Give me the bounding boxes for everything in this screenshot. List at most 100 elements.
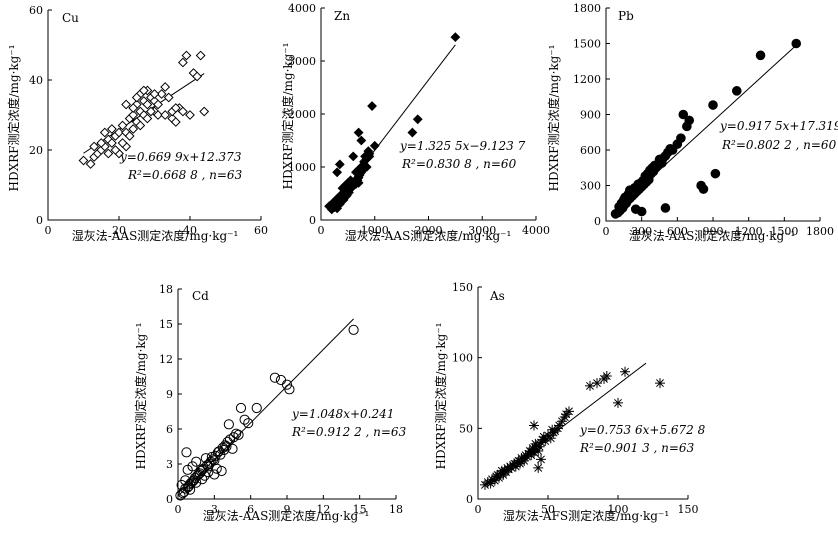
data-point [536,437,546,448]
data-point [117,138,128,148]
data-point [85,159,96,169]
x-tick-label: 0 [175,503,182,516]
data-point [510,461,521,472]
data-point [487,474,497,485]
data-point [348,151,359,162]
x-tick-label: 9 [284,503,291,516]
data-point [505,461,516,472]
data-point [698,184,709,194]
panel-label: Zn [334,9,350,23]
data-point [538,431,549,442]
panel-as: 0 50 100 150 0 50 100 150 As 湿灰法-AFS测定浓度/mg·kg⁻¹ H… [433,281,706,523]
y-tick-label: 50 [459,422,473,435]
data-point [412,114,423,125]
data-point [128,103,139,113]
x-tick-label: 900 [703,225,724,238]
data-point [540,436,551,447]
y-tick-label: 0 [166,493,173,506]
y-tick-label: 900 [580,109,601,122]
panel-pb: 0 300 600 900 1200 1500 1800 0 300 600 900 1200 1500… [546,2,838,243]
data-point [128,110,139,120]
y-tick-label: 1000 [288,161,316,174]
x-tick-label: 4000 [522,224,550,237]
regression-equation: y=0.753 6x+5.672 8 [579,423,706,437]
panel-cu: 0 20 40 60 0 20 40 60 Cu 湿灰法-AAS测定浓度/mg·kg⁻¹ HDXRF… [6,4,268,243]
x-tick-label: 100 [608,503,629,516]
data-point [502,462,513,473]
regression-equation: y=0.669 9x+12.373 [119,150,242,164]
data-point [509,458,520,469]
y-axis-label: HDXRF测定浓度/mg·kg⁻¹ [6,44,21,191]
data-point [369,140,380,151]
data-point [545,433,556,444]
data-point [353,177,364,188]
data-point [635,178,646,188]
panel-label: As [489,289,505,303]
data-point [710,168,721,179]
data-point [529,420,539,431]
x-axis-label: 湿灰法-AFS测定浓度/mg·kg⁻¹ [503,508,669,523]
data-point [142,99,153,110]
data-point [515,458,525,469]
data-point [281,379,293,390]
data-point [407,127,418,138]
data-point [585,380,595,391]
y-tick-label: 40 [29,74,43,87]
data-point [614,202,624,212]
data-point [99,127,110,138]
data-point [191,477,202,488]
data-point [353,127,364,138]
data-point [146,106,156,117]
y-axis-label: HDXRF测定浓度/mg·kg⁻¹ [433,322,448,469]
data-point [684,115,695,126]
data-point [135,120,146,131]
data-point [527,443,538,454]
x-tick-label: 0 [45,224,52,237]
data-point [175,490,186,501]
data-point [620,366,630,377]
y-tick-label: 9 [166,388,173,401]
panel-label: Cd [192,289,209,303]
data-point [731,86,742,96]
data-point [156,89,167,99]
data-point [224,434,236,445]
regression-equation: y=0.917 5x+17.319 [719,119,838,133]
data-point [523,448,534,459]
data-point [485,478,496,489]
x-tick-label: 0 [475,503,482,516]
data-point [613,397,623,408]
y-tick-label: 3 [166,458,173,471]
data-point [231,428,242,439]
data-point [201,460,213,471]
r-squared-label: R²=0.802 2 , n=60 [721,138,837,152]
data-point [170,103,181,113]
data-point [708,100,718,110]
data-point [492,469,503,480]
r-squared-label: R²=0.901 3 , n=63 [579,441,695,455]
data-point [636,206,647,217]
data-point [149,89,160,99]
data-point [516,453,527,464]
y-tick-label: 3000 [288,55,316,68]
data-point [660,203,671,213]
y-tick-label: 1800 [573,2,601,15]
y-tick-label: 0 [309,214,316,227]
y-tick-label: 150 [452,281,473,294]
x-axis-label: 湿灰法-AAS测定浓度/mg·kg⁻¹ [203,508,370,523]
data-point [533,445,544,456]
x-tick-label: 2000 [415,224,443,237]
data-point [106,138,117,148]
x-axis-label: 湿灰法-AAS测定浓度/mg·kg⁻¹ [345,228,512,243]
data-point [547,424,558,435]
data-point [195,50,206,61]
x-tick-label: 15 [353,503,367,516]
y-tick-label: 2000 [288,108,316,121]
y-tick-label: 600 [580,144,601,157]
data-point [233,429,244,440]
data-point [655,378,665,389]
y-tick-label: 20 [29,144,43,157]
data-point [367,101,377,111]
data-point [676,133,686,143]
data-point [185,110,195,120]
